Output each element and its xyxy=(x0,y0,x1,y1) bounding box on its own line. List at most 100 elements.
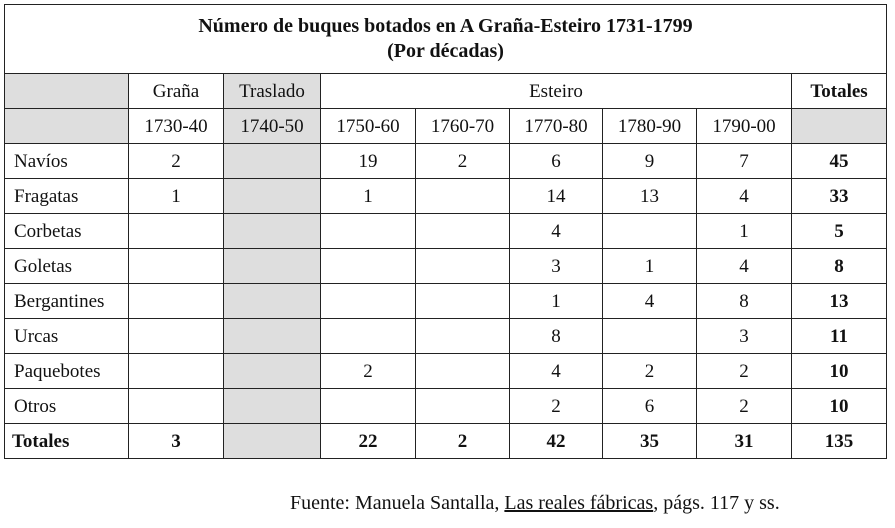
value-cell: 2 xyxy=(128,143,224,179)
value-cell: 19 xyxy=(320,143,416,179)
value-cell: 3 xyxy=(509,248,603,284)
value-cell: 4 xyxy=(509,353,603,389)
value-cell: 35 xyxy=(602,423,697,459)
value-cell xyxy=(128,388,224,424)
value-cell: 2 xyxy=(602,353,697,389)
value-cell: 9 xyxy=(602,143,697,179)
row-total-cell: 11 xyxy=(790,318,888,354)
row-total-cell: 10 xyxy=(790,353,888,389)
row-total-cell: 5 xyxy=(790,213,888,249)
table-row: Urcas 8 3 11 xyxy=(4,318,888,354)
title-line-2: (Por décadas) xyxy=(387,40,504,62)
table-row: Navíos 2 19 2 6 9 7 45 xyxy=(4,143,888,179)
value-cell xyxy=(223,388,321,424)
row-total-cell: 13 xyxy=(790,283,888,319)
decade-totals-cell xyxy=(790,108,888,144)
header-totals: Totales xyxy=(790,73,888,109)
source-note: Fuente: Manuela Santalla, Las reales fáb… xyxy=(290,492,780,515)
value-cell: 1 xyxy=(602,248,697,284)
decade-1750-60: 1750-60 xyxy=(320,108,416,144)
table-row: Otros 2 6 2 10 xyxy=(4,388,888,424)
source-prefix: Fuente: Manuela Santalla, xyxy=(290,492,505,514)
source-book-title: Las reales fábricas xyxy=(504,492,654,514)
value-cell: 4 xyxy=(696,178,792,214)
value-cell xyxy=(320,213,416,249)
header-esteiro: Esteiro xyxy=(320,73,792,109)
value-cell xyxy=(415,178,510,214)
value-cell xyxy=(128,318,224,354)
value-cell xyxy=(223,353,321,389)
value-cell xyxy=(602,213,697,249)
value-cell xyxy=(128,283,224,319)
value-cell: 4 xyxy=(696,248,792,284)
value-cell xyxy=(415,283,510,319)
value-cell xyxy=(415,388,510,424)
value-cell xyxy=(320,388,416,424)
table-row: Corbetas 4 1 5 xyxy=(4,213,888,249)
value-cell xyxy=(415,213,510,249)
decade-1740-50: 1740-50 xyxy=(223,108,321,144)
value-cell xyxy=(320,248,416,284)
value-cell: 2 xyxy=(415,423,510,459)
table-row: Paquebotes 2 4 2 2 10 xyxy=(4,353,888,389)
row-label: Bergantines xyxy=(4,283,129,319)
totals-row: Totales 3 22 2 42 35 31 135 xyxy=(4,423,888,459)
value-cell: 14 xyxy=(509,178,603,214)
value-cell: 2 xyxy=(320,353,416,389)
value-cell: 6 xyxy=(602,388,697,424)
decade-1760-70: 1760-70 xyxy=(415,108,510,144)
value-cell xyxy=(128,213,224,249)
value-cell xyxy=(223,178,321,214)
row-label: Goletas xyxy=(4,248,129,284)
source-suffix: , págs. 117 y ss. xyxy=(653,492,780,514)
title-line-1: Número de buques botados en A Graña-Este… xyxy=(198,15,693,37)
value-cell: 2 xyxy=(415,143,510,179)
table-row: Bergantines 1 4 8 13 xyxy=(4,283,888,319)
value-cell: 1 xyxy=(696,213,792,249)
header-grana: Graña xyxy=(128,73,224,109)
value-cell xyxy=(223,213,321,249)
value-cell: 1 xyxy=(320,178,416,214)
row-total-cell: 45 xyxy=(790,143,888,179)
value-cell xyxy=(320,283,416,319)
value-cell: 6 xyxy=(509,143,603,179)
row-total-cell: 135 xyxy=(790,423,888,459)
value-cell xyxy=(223,283,321,319)
row-label: Navíos xyxy=(4,143,129,179)
value-cell: 42 xyxy=(509,423,603,459)
value-cell xyxy=(320,318,416,354)
value-cell xyxy=(223,423,321,459)
value-cell xyxy=(223,143,321,179)
value-cell xyxy=(128,353,224,389)
row-label: Urcas xyxy=(4,318,129,354)
row-total-cell: 10 xyxy=(790,388,888,424)
value-cell: 31 xyxy=(696,423,792,459)
row-label: Otros xyxy=(4,388,129,424)
value-cell: 3 xyxy=(696,318,792,354)
value-cell xyxy=(223,318,321,354)
row-total-cell: 33 xyxy=(790,178,888,214)
row-label: Totales xyxy=(4,423,129,459)
value-cell: 4 xyxy=(509,213,603,249)
value-cell xyxy=(415,248,510,284)
value-cell xyxy=(223,248,321,284)
value-cell xyxy=(415,353,510,389)
value-cell: 2 xyxy=(696,353,792,389)
ships-table: Número de buques botados en A Graña-Este… xyxy=(3,4,888,459)
value-cell: 3 xyxy=(128,423,224,459)
value-cell xyxy=(128,248,224,284)
value-cell: 4 xyxy=(602,283,697,319)
header-traslado: Traslado xyxy=(223,73,321,109)
value-cell: 1 xyxy=(509,283,603,319)
value-cell: 1 xyxy=(128,178,224,214)
value-cell: 22 xyxy=(320,423,416,459)
value-cell: 2 xyxy=(509,388,603,424)
table-title: Número de buques botados en A Graña-Este… xyxy=(3,4,888,74)
header-corner-cell xyxy=(4,73,129,109)
value-cell: 7 xyxy=(696,143,792,179)
decade-1780-90: 1780-90 xyxy=(602,108,697,144)
row-label: Paquebotes xyxy=(4,353,129,389)
decade-corner-cell xyxy=(4,108,129,144)
decade-1730-40: 1730-40 xyxy=(128,108,224,144)
value-cell xyxy=(602,318,697,354)
